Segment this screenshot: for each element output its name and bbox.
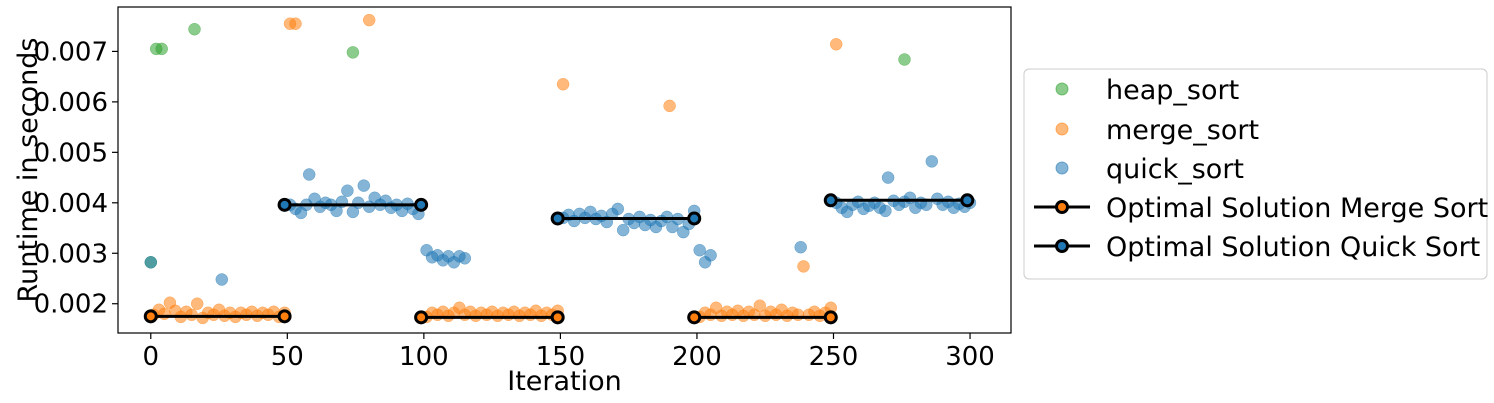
point-quick-sort <box>341 184 354 197</box>
point-merge-sort <box>362 13 376 27</box>
point-merge-sort <box>158 307 171 321</box>
optimal-marker <box>143 309 158 324</box>
point-quick-sort <box>794 240 807 254</box>
point-quick-sort <box>302 168 316 181</box>
legend-marker <box>1055 161 1069 175</box>
legend-label: Optimal Solution Quick Sort <box>1106 232 1480 263</box>
point-merge-sort <box>556 77 570 91</box>
point-quick-sort <box>611 202 625 216</box>
point-merge-sort <box>829 38 843 51</box>
point-quick-sort <box>925 155 939 168</box>
legend-label: Optimal Solution Merge Sort <box>1106 193 1488 224</box>
point-quick-sort <box>616 223 630 237</box>
optimal-marker <box>960 193 975 208</box>
point-quick-sort <box>144 256 158 269</box>
point-merge-sort <box>190 297 204 310</box>
legend-item: Optimal Solution Merge Sort <box>1034 193 1488 224</box>
point-merge-sort <box>289 17 302 30</box>
legend-marker <box>1055 200 1069 214</box>
legend-marker <box>1055 239 1069 253</box>
y-tick-label: 0.006 <box>34 88 108 118</box>
point-quick-sort <box>881 171 895 184</box>
optimal-marker <box>277 309 292 324</box>
plot-background <box>118 7 1011 333</box>
optimal-marker <box>687 310 702 325</box>
optimal-marker <box>550 310 565 325</box>
point-heap-sort <box>898 53 911 66</box>
optimal-marker <box>414 197 429 212</box>
legend-item: Optimal Solution Quick Sort <box>1034 232 1480 263</box>
x-axis-label: Iteration <box>507 366 622 397</box>
optimal-marker <box>823 310 838 325</box>
legend-label: quick_sort <box>1106 154 1244 185</box>
optimal-marker <box>414 310 429 325</box>
legend: heap_sort merge_sort quick_sort Optimal Sol… <box>1023 68 1488 280</box>
optimal-marker <box>277 197 292 212</box>
x-tick-label: 300 <box>945 342 995 372</box>
point-quick-sort <box>215 273 229 286</box>
x-tick-label: 150 <box>536 342 586 372</box>
optimal-marker <box>687 211 702 226</box>
y-axis-label: Runtime in seconds <box>13 38 44 303</box>
series-optimal-solution-quick-sort <box>277 193 975 226</box>
legend-frame <box>1023 68 1488 280</box>
point-merge-sort <box>797 260 810 273</box>
point-quick-sort <box>352 196 365 210</box>
point-merge-sort <box>663 99 676 113</box>
legend-marker <box>1055 82 1069 96</box>
point-heap-sort <box>155 42 168 56</box>
y-tick-label: 0.004 <box>34 189 108 219</box>
y-tick-label: 0.002 <box>34 290 108 320</box>
legend-label: merge_sort <box>1106 115 1259 146</box>
data-layer <box>143 13 977 325</box>
point-quick-sort <box>357 179 371 192</box>
y-tick-label: 0.007 <box>34 37 108 67</box>
y-tick-label: 0.005 <box>34 138 108 168</box>
optimal-marker <box>823 193 838 208</box>
point-heap-sort <box>346 46 360 59</box>
x-tick-label: 0 <box>142 342 159 372</box>
y-tick-label: 0.003 <box>34 239 108 269</box>
legend-item: quick_sort <box>1055 154 1244 185</box>
legend-label: heap_sort <box>1106 75 1239 106</box>
point-merge-sort <box>753 299 767 312</box>
point-merge-sort <box>791 308 805 322</box>
point-quick-sort <box>458 252 472 265</box>
x-tick-label: 50 <box>271 342 304 372</box>
x-tick-label: 200 <box>672 342 722 372</box>
plot-frame <box>117 6 1012 334</box>
point-quick-sort <box>693 243 706 257</box>
series-optimal-solution-merge-sort <box>143 309 838 325</box>
point-merge-sort <box>185 308 198 322</box>
point-heap-sort <box>188 22 201 36</box>
point-quick-sort <box>704 249 717 262</box>
legend-item: merge_sort <box>1055 115 1259 146</box>
x-tick-label: 250 <box>809 342 859 372</box>
point-quick-sort <box>879 204 892 218</box>
x-tick-label: 100 <box>399 342 449 372</box>
axis-layer: 0 50 100 150 200 250 300 0.002 0.003 0.004 0.005 0.… <box>34 37 995 372</box>
optimal-marker <box>550 211 565 226</box>
legend-item: heap_sort <box>1055 75 1239 106</box>
legend-marker <box>1055 122 1069 136</box>
